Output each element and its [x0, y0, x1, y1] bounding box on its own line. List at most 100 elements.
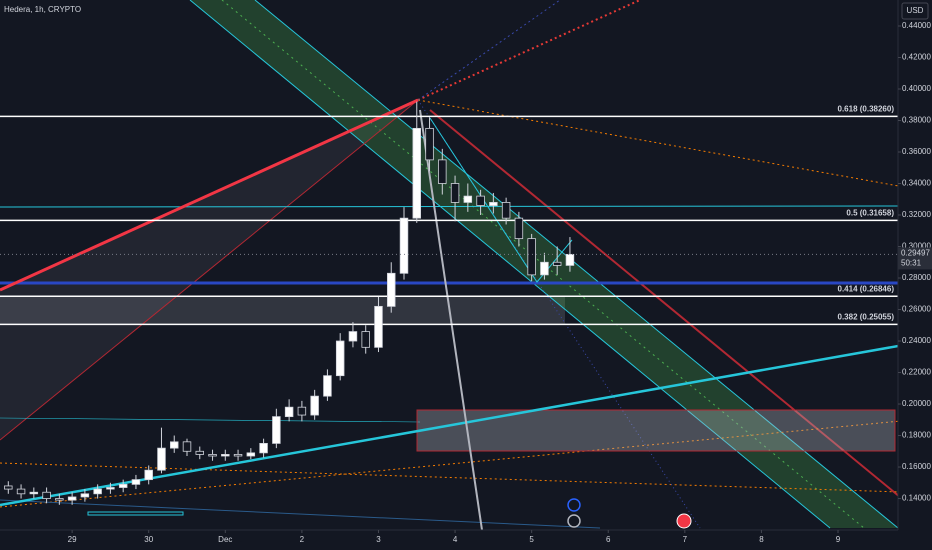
channel-edge: [189, 0, 831, 529]
zone-box: [416, 409, 896, 452]
candle-body: [527, 238, 536, 276]
candle-body: [118, 483, 128, 488]
h-line: [0, 205, 899, 208]
y-tick-label: 0.44000: [902, 21, 931, 30]
x-tick-label: 7: [683, 535, 688, 544]
candle-body: [157, 447, 166, 471]
fib-zone: [0, 296, 565, 324]
candle-body: [514, 217, 524, 240]
candle-body: [67, 496, 77, 501]
candle-body: [489, 202, 498, 206]
trend-line: [0, 417, 932, 508]
candle-body: [284, 406, 294, 418]
candle-body: [335, 340, 345, 377]
x-tick-label: 4: [453, 535, 458, 544]
trend-line: [0, 417, 421, 423]
currency: USD: [907, 6, 924, 15]
x-tick-label: Dec: [218, 535, 232, 544]
fib-label: 0.382 (0.25055): [838, 313, 895, 322]
candle-body: [55, 498, 64, 501]
fib-label: 0.618 (0.38260): [838, 105, 895, 114]
fib-label: 0.414 (0.26846): [838, 284, 895, 293]
countdown: 50:31: [901, 259, 922, 268]
candle-body: [259, 443, 268, 454]
candle-body: [29, 491, 39, 495]
x-tick-label: 5: [529, 535, 534, 544]
candle-body: [131, 479, 141, 485]
channel-edge: [254, 0, 899, 529]
candle-body: [310, 395, 319, 416]
candle-body: [272, 416, 281, 444]
trend-line: [0, 462, 932, 494]
y-tick-label: 0.32000: [902, 210, 931, 219]
candle-body: [221, 454, 230, 457]
trend-line: [0, 99, 419, 441]
trend-line: [417, 99, 932, 193]
candle-body: [170, 441, 179, 449]
trend-line: [417, 99, 701, 529]
fib-levels: 0.618 (0.38260) 0.5 (0.31658) 0.414 (0.268…: [0, 105, 898, 326]
trend-line: [429, 109, 901, 498]
candle-body: [80, 493, 90, 498]
x-tick-label: 2: [300, 535, 305, 544]
candle-body: [387, 272, 396, 307]
candle-body: [182, 441, 192, 452]
candle-body: [246, 452, 256, 457]
x-tick-label: 3: [376, 535, 381, 544]
event-icon[interactable]: [567, 498, 581, 512]
range-marker: [87, 511, 184, 516]
y-tick-label: 0.18000: [902, 431, 931, 440]
event-icon[interactable]: [676, 513, 692, 529]
candle-body: [195, 450, 204, 455]
y-tick-label: 0.36000: [902, 147, 931, 156]
candle-body: [501, 202, 511, 219]
candle-body: [348, 331, 358, 342]
y-tick-label: 0.22000: [902, 368, 931, 377]
chart-title: Hedera, 1h, CRYPTO: [4, 5, 81, 14]
candle-body: [399, 217, 409, 274]
trend-line: [419, 109, 483, 531]
x-tick-label: 6: [606, 535, 611, 544]
candle-body: [476, 195, 485, 206]
y-tick-label: 0.38000: [902, 116, 931, 125]
candle-body: [4, 485, 13, 490]
candle-body: [16, 488, 26, 495]
y-tick-label: 0.34000: [902, 179, 931, 188]
y-tick-label: 0.26000: [902, 305, 931, 314]
trend-line: [0, 98, 419, 292]
candle-body: [438, 159, 447, 184]
y-tick-label: 0.16000: [902, 462, 931, 471]
candle-body: [93, 488, 102, 495]
candle-body: [233, 454, 243, 457]
candle-body: [450, 183, 460, 203]
x-tick-label: 29: [68, 535, 77, 544]
y-tick-label: 0.42000: [902, 53, 931, 62]
candle-body: [361, 331, 370, 348]
y-tick-label: 0.28000: [902, 273, 931, 282]
y-tick-label: 0.24000: [902, 336, 931, 345]
candles: [4, 101, 575, 505]
currency-box[interactable]: [901, 2, 929, 20]
x-tick-label: 9: [836, 535, 841, 544]
price-axis: [898, 0, 932, 550]
candle-body: [540, 261, 549, 276]
trend-line: [0, 499, 601, 529]
time-axis: [0, 530, 932, 550]
y-tick-label: 0.30000: [902, 242, 931, 251]
candle-body: [374, 305, 383, 348]
event-icon[interactable]: [567, 514, 581, 528]
candle-body: [425, 127, 434, 161]
candle-body: [144, 469, 153, 481]
candle-body: [42, 491, 51, 499]
trend-line: [417, 0, 561, 101]
last-price-box: [898, 247, 932, 270]
candle-body: [208, 454, 217, 457]
y-tick-label: 0.14000: [902, 494, 931, 503]
axes: 0.14000 0.16000 0.18000 0.20000 0.22000 0.240…: [0, 21, 932, 544]
last-price-label: 0.29497: [901, 249, 930, 258]
x-tick-label: 30: [144, 535, 153, 544]
candle-body: [412, 127, 421, 219]
y-tick-label: 0.20000: [902, 399, 931, 408]
trend-line: [417, 0, 641, 101]
